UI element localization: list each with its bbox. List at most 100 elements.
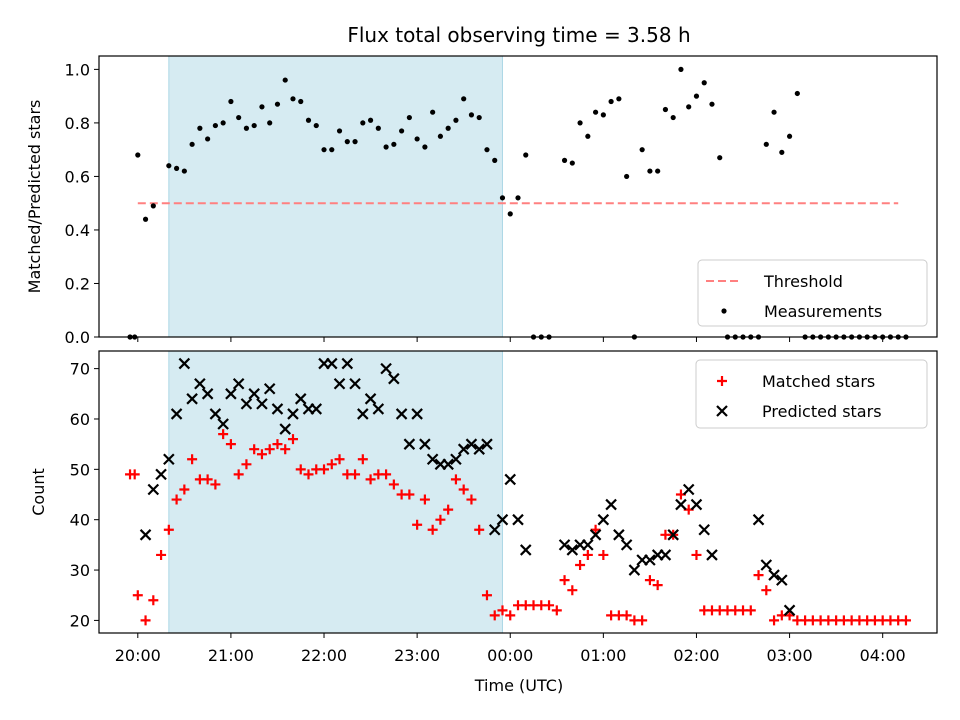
measurement-point	[212, 122, 218, 129]
predicted-star-point	[675, 498, 687, 511]
predicted-star-point	[403, 438, 416, 450]
y-tick-label: 70	[70, 360, 90, 379]
predicted-star-point	[217, 418, 229, 430]
matched-star-point	[427, 524, 438, 535]
predicted-star-point	[419, 438, 431, 450]
measurement-point	[492, 157, 498, 163]
measurement-point	[375, 125, 381, 131]
count-y-axis: 20 30 40 50 60 70	[70, 360, 99, 630]
matched-star-point	[466, 494, 477, 505]
matched-star-point	[691, 549, 702, 560]
predicted-star-point	[426, 453, 439, 466]
predicted-star-point	[263, 382, 276, 395]
matched-star-point	[233, 469, 244, 480]
measurement-point	[561, 157, 568, 163]
measurement-point	[794, 90, 800, 97]
measurement-point	[647, 168, 653, 174]
chart-title: Flux total observing time = 3.58 h	[347, 23, 690, 47]
matched-star-point	[256, 449, 267, 460]
matched-star-point	[249, 444, 260, 455]
measurement-point	[150, 203, 156, 209]
predicted-star-point	[783, 604, 796, 617]
matched-star-point	[218, 429, 229, 440]
predicted-star-point	[682, 483, 695, 496]
measurement-point	[352, 139, 358, 145]
measurement-point	[476, 114, 482, 121]
legend-box	[697, 259, 928, 327]
matched-star-point	[745, 605, 756, 616]
y-tick-label: 0.2	[65, 274, 90, 293]
legend-label: Threshold	[763, 272, 843, 291]
predicted-star-point	[349, 377, 361, 390]
x-tick-label: 00:00	[487, 646, 533, 665]
measurement-point	[569, 160, 575, 166]
time-x-axis: 20:00 21:00 22:00 23:00 00:00 01:00 02:00 03:00…	[115, 633, 906, 665]
measurement-point	[693, 93, 700, 99]
matched-star-point	[474, 524, 485, 535]
predicted-star-point	[411, 408, 423, 420]
count-legend: Matched stars Predicted stars	[695, 359, 928, 429]
matched-star-point	[559, 575, 570, 586]
y-tick-label: 20	[70, 611, 90, 630]
y-tick-label: 0.8	[65, 114, 90, 133]
count-y-label: Count	[29, 468, 48, 516]
matched-star-point	[140, 615, 151, 626]
predicted-star-point	[170, 408, 183, 420]
matched-star-point	[272, 439, 283, 450]
predicted-star-point	[496, 513, 509, 526]
matched-star-point	[404, 489, 415, 500]
measurement-point	[639, 147, 645, 153]
measurement-point	[616, 96, 622, 102]
predicted-star-point	[256, 398, 268, 410]
predicted-star-point	[481, 438, 493, 450]
predicted-star-point	[442, 458, 454, 471]
measurement-point	[670, 114, 676, 121]
y-tick-label: 50	[70, 460, 90, 479]
x-tick-label: 20:00	[115, 646, 161, 665]
y-tick-label: 0.4	[65, 221, 90, 240]
predicted-star-point	[155, 468, 167, 481]
predicted-star-point	[768, 569, 780, 581]
predicted-star-point	[201, 388, 214, 400]
measurement-point	[678, 66, 684, 72]
y-tick-label: 30	[70, 561, 90, 580]
matched-star-point	[187, 454, 198, 465]
predicted-star-point	[372, 403, 385, 415]
matched-star-point	[497, 605, 508, 616]
predicted-star-point	[589, 529, 602, 541]
y-tick-label: 40	[70, 511, 90, 530]
x-tick-label: 01:00	[580, 646, 626, 665]
measurement-point	[484, 147, 490, 153]
predicted-star-point	[364, 393, 377, 405]
legend-swatch	[717, 376, 727, 386]
predicted-star-point	[776, 574, 788, 586]
predicted-star-point	[357, 408, 369, 420]
matched-star-point	[132, 590, 143, 601]
predicted-star-point	[310, 403, 323, 415]
measurement-point	[197, 125, 203, 131]
legend-label: Measurements	[764, 302, 882, 321]
measurement-point	[391, 141, 397, 147]
predicted-star-point	[279, 423, 291, 435]
measurement-point	[383, 144, 389, 150]
predicted-star-point	[558, 539, 571, 551]
predicted-star-point	[620, 539, 633, 551]
predicted-star-point	[613, 529, 625, 541]
ratio-panel-frame	[98, 55, 938, 338]
x-tick-label: 04:00	[860, 646, 906, 665]
x-tick-label: 22:00	[301, 646, 347, 665]
predicted-star-point	[450, 453, 462, 466]
predicted-star-point	[504, 473, 517, 486]
y-tick-label: 1.0	[65, 60, 90, 79]
matched-star-point	[652, 580, 663, 591]
predicted-star-point	[488, 523, 501, 536]
measurement-point	[367, 117, 374, 123]
measurement-point	[360, 120, 366, 126]
measurement-point	[189, 141, 195, 147]
measurement-point	[600, 112, 606, 118]
matched-star-point	[505, 610, 516, 621]
measurement-point	[228, 98, 234, 105]
matched-star-point	[753, 570, 764, 581]
measurement-point	[608, 98, 614, 105]
matched-star-point	[365, 474, 376, 485]
